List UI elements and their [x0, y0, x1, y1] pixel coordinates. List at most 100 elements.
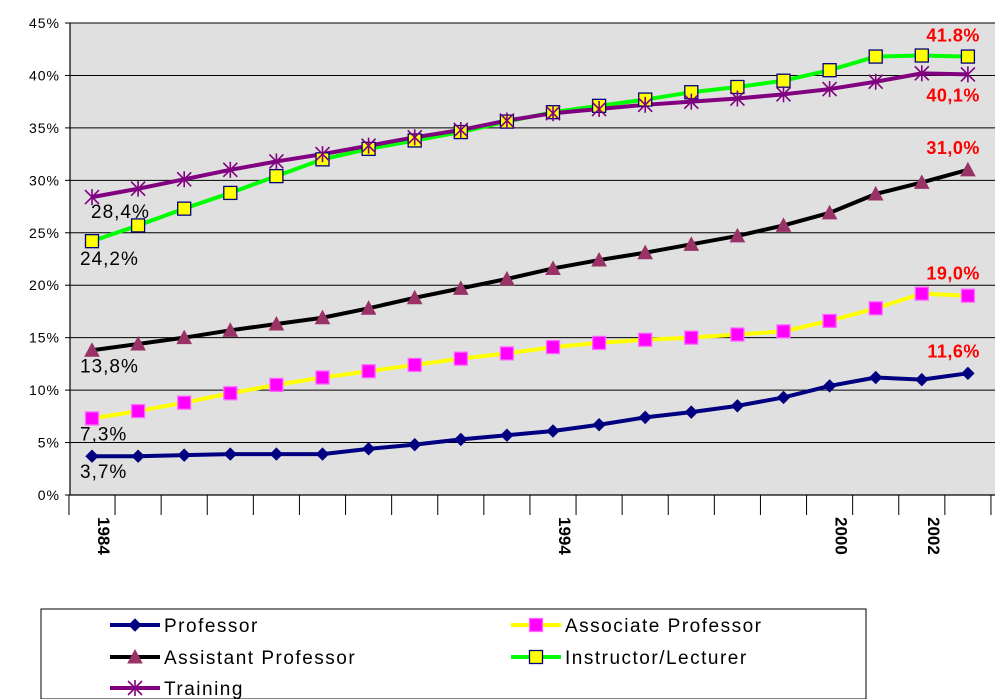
data-point [730, 399, 745, 413]
data-point [361, 364, 376, 379]
y-tick-label: 45% [29, 15, 60, 31]
data-point [868, 301, 883, 316]
legend-label: Assistant Professor [164, 648, 356, 669]
legend-box [40, 608, 867, 699]
data-point [315, 447, 330, 461]
plot-area [70, 23, 995, 495]
y-tick-label: 25% [29, 225, 60, 241]
data-point [591, 101, 607, 118]
data-point [776, 73, 791, 88]
data-point [545, 105, 561, 122]
x-axis-tick-labels: 1984 1994 2000 2002 [94, 517, 943, 555]
data-point [729, 90, 745, 107]
data-point [822, 313, 837, 329]
data-point [269, 447, 284, 461]
x-tick-label: 1984 [94, 517, 113, 555]
data-point [177, 395, 192, 410]
data-point [591, 335, 607, 351]
data-point [868, 49, 883, 64]
data-point [130, 335, 146, 351]
data-label-start: 24,2% [80, 249, 139, 270]
series-markers-group [84, 161, 976, 357]
data-point [127, 680, 143, 696]
data-point [128, 618, 142, 632]
data-point [528, 617, 544, 633]
data-point [222, 161, 238, 178]
data-point [268, 315, 285, 331]
series-markers [84, 48, 976, 463]
legend-label: Associate Professor [565, 616, 762, 637]
data-point [452, 280, 469, 295]
data-point [314, 309, 331, 325]
data-point [269, 168, 284, 184]
data-point [914, 286, 929, 301]
data-point [592, 418, 606, 432]
y-tick-label: 0% [38, 487, 60, 503]
data-point [591, 251, 607, 267]
data-point [821, 204, 838, 220]
data-point [545, 339, 561, 355]
data-point [684, 405, 699, 419]
data-point [499, 346, 515, 361]
data-point [960, 161, 976, 177]
data-point [84, 234, 100, 249]
series-line [91, 291, 968, 421]
data-point [223, 185, 238, 201]
y-tick-label: 35% [29, 120, 60, 136]
data-label-start: 7,3% [80, 424, 127, 445]
data-point [961, 366, 975, 381]
data-point [499, 112, 515, 129]
data-point [500, 428, 514, 442]
data-point [684, 330, 699, 345]
y-tick-label: 15% [29, 330, 60, 346]
data-point [176, 329, 193, 345]
data-point [84, 411, 100, 426]
data-point [822, 63, 837, 78]
data-point [177, 201, 192, 216]
data-point [453, 351, 468, 366]
y-tick-label: 20% [29, 277, 60, 293]
data-point [914, 65, 930, 82]
data-point [499, 270, 515, 286]
data-point [407, 129, 423, 146]
y-axis-tick-labels: 0% 5% 10% 15% 20% 25% 30% 35% 40% 45% [29, 15, 60, 503]
data-point [867, 185, 884, 201]
data-labels: 3,7% 11,6% 7,3% 19,0% 13,8% 31,0% 24,2% 41.8% 28… [80, 26, 980, 484]
data-point [868, 73, 884, 90]
series-line [92, 371, 969, 459]
data-point [130, 180, 146, 197]
data-point [407, 357, 422, 373]
data-point [868, 370, 883, 385]
data-point [360, 300, 377, 315]
data-point [683, 236, 700, 251]
series-line [91, 167, 969, 353]
legend-label: Professor [164, 616, 259, 637]
data-point [130, 403, 146, 419]
data-point [177, 448, 191, 462]
data-point [683, 93, 699, 110]
data-point [407, 437, 422, 452]
data-point [528, 649, 544, 665]
data-point [638, 332, 653, 347]
data-point [914, 48, 929, 63]
data-point [775, 217, 792, 232]
legend-label: Training [164, 679, 244, 699]
data-label-end: 41.8% [926, 26, 980, 46]
data-point [776, 390, 791, 405]
data-label-end: 40,1% [926, 85, 980, 105]
series-lines [91, 53, 969, 459]
data-point [314, 146, 331, 163]
x-tick-label: 1994 [555, 517, 574, 555]
data-point [361, 137, 377, 154]
legend-item: Associate Professor [511, 616, 762, 637]
data-point [176, 171, 192, 188]
legend-item: Assistant Professor [110, 648, 356, 669]
y-tick-label: 30% [29, 172, 60, 188]
data-label-end: 31,0% [926, 138, 980, 158]
data-point [637, 96, 653, 113]
data-point [545, 260, 561, 275]
legend: Professor Associate Professor Assistant Pr… [40, 608, 867, 699]
data-point [915, 372, 929, 387]
data-point [960, 49, 976, 64]
